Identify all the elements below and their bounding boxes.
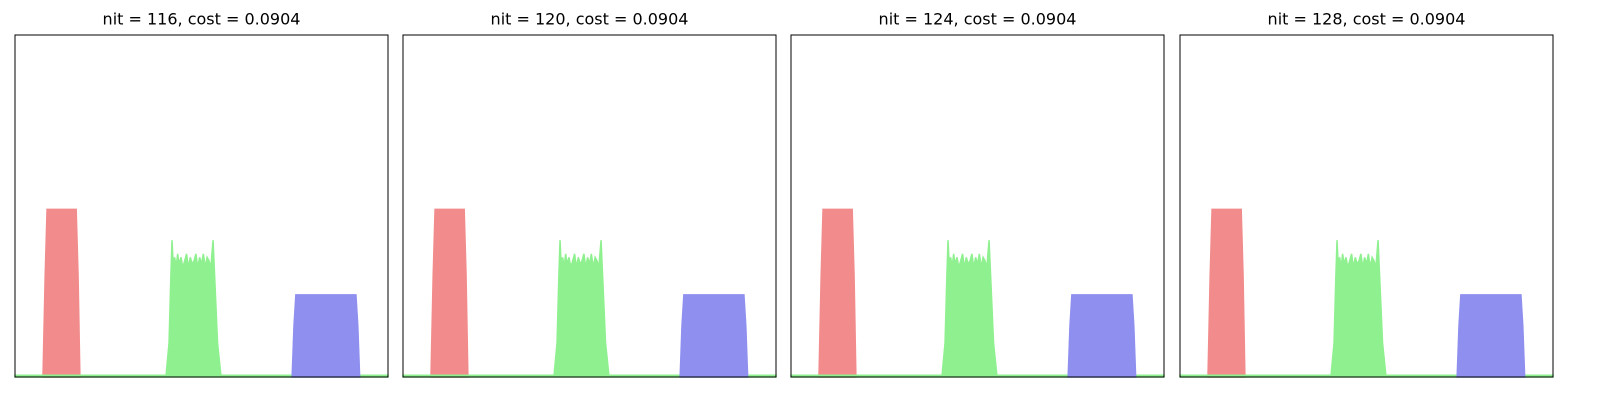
plot-frame [402,34,777,378]
area [291,294,361,378]
area [42,208,81,378]
area [1179,240,1554,378]
area [679,294,749,378]
area [1067,294,1137,378]
chart-title: nit = 128, cost = 0.0904 [1268,10,1466,29]
plot-frame [14,34,389,378]
plot-frame [790,34,1165,378]
area [1207,208,1246,378]
chart-title: nit = 124, cost = 0.0904 [879,10,1077,29]
area [1456,294,1526,378]
plot-frame [1179,34,1554,378]
area [790,240,1165,378]
area [14,240,389,378]
area [818,208,857,378]
chart-title: nit = 116, cost = 0.0904 [103,10,301,29]
area [430,208,469,378]
area [402,240,777,378]
chart-title: nit = 120, cost = 0.0904 [491,10,689,29]
